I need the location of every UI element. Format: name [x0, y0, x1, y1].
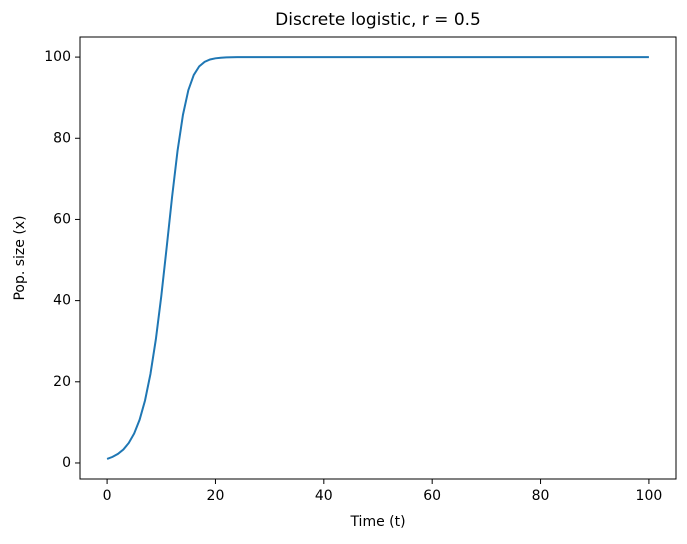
x-tick-label: 80: [532, 488, 550, 504]
line: [106, 56, 649, 460]
y-tick-label: 0: [62, 455, 71, 471]
y-axis-label: Pop. size (x): [12, 215, 28, 300]
y-tick-label: 100: [44, 49, 71, 65]
y-tick-label: 60: [53, 211, 71, 227]
x-tick-label: 20: [207, 488, 225, 504]
x-tick-label: 60: [423, 488, 441, 504]
plot-frame: [79, 36, 677, 480]
x-tick-label: 100: [636, 488, 663, 504]
y-tick-label: 80: [53, 130, 71, 146]
y-tick-label: 40: [53, 293, 71, 309]
x-tick-label: 0: [103, 488, 112, 504]
y-tick-label: 20: [53, 374, 71, 390]
x-axis-label: Time (t): [349, 514, 405, 530]
chart-title: Discrete logistic, r = 0.5: [275, 10, 481, 30]
x-tick-label: 40: [315, 488, 333, 504]
